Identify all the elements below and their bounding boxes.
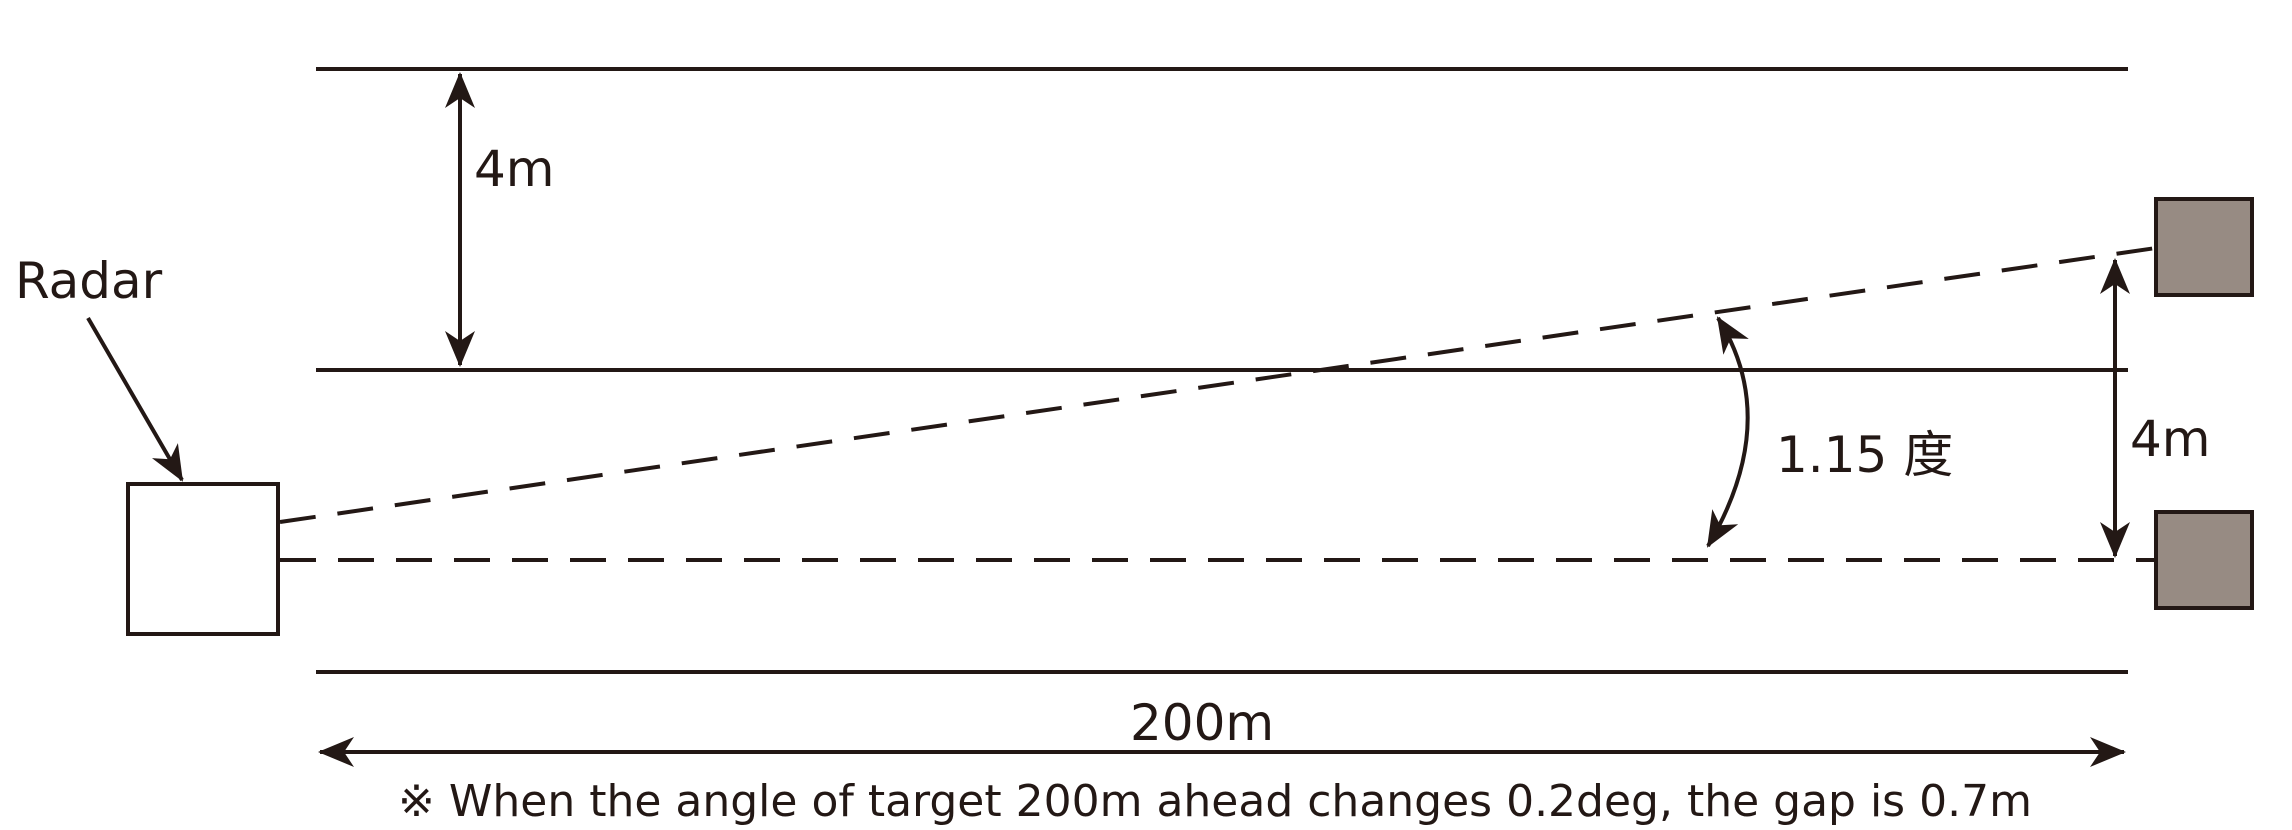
angle-label: 1.15 度 xyxy=(1776,426,1953,484)
note-text: ※ When the angle of target 200m ahead ch… xyxy=(398,776,2032,827)
angle-arc-arrow xyxy=(1706,316,1750,548)
distance-label: 200m xyxy=(1130,694,1274,752)
radar-label: Radar xyxy=(15,252,163,310)
target-box-lower xyxy=(2154,510,2254,610)
sight-line-angled xyxy=(279,246,2157,524)
lane-width-label-right: 4m xyxy=(2130,410,2211,468)
target-box-upper xyxy=(2154,197,2254,297)
radar-pointer-arrow xyxy=(86,316,184,482)
lane-width-label-top: 4m xyxy=(474,140,555,198)
radar-box xyxy=(126,482,280,636)
